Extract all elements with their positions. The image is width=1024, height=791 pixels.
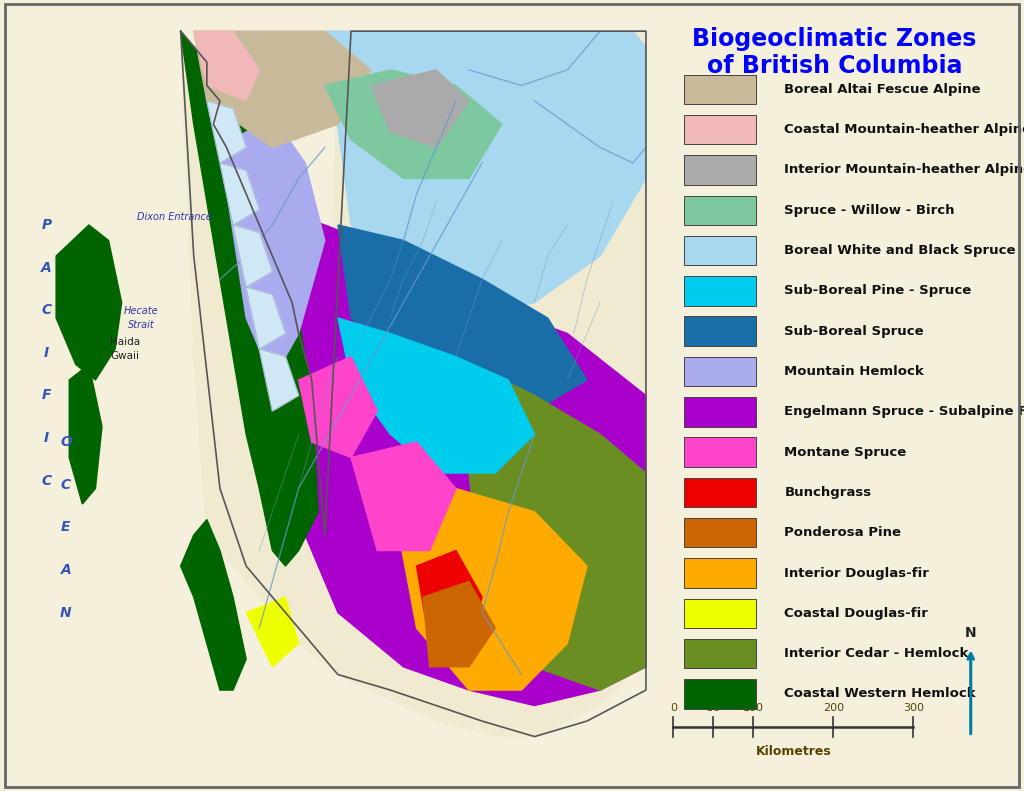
Text: of British Columbia: of British Columbia xyxy=(707,55,963,78)
Polygon shape xyxy=(417,551,482,644)
Polygon shape xyxy=(180,31,318,566)
Text: Interior Cedar - Hemlock: Interior Cedar - Hemlock xyxy=(784,647,969,660)
Polygon shape xyxy=(351,442,456,551)
Polygon shape xyxy=(220,116,325,380)
Polygon shape xyxy=(456,357,646,690)
Polygon shape xyxy=(246,287,286,349)
Text: Interior Douglas-fir: Interior Douglas-fir xyxy=(784,566,929,580)
Text: I: I xyxy=(44,346,49,360)
Polygon shape xyxy=(423,581,496,667)
Polygon shape xyxy=(325,70,502,179)
Bar xyxy=(684,599,756,628)
Text: Engelmann Spruce - Subalpine Fir: Engelmann Spruce - Subalpine Fir xyxy=(784,405,1024,418)
Text: Ponderosa Pine: Ponderosa Pine xyxy=(784,526,901,539)
Text: Mountain Hemlock: Mountain Hemlock xyxy=(784,365,924,378)
Text: Biogeoclimatic Zones: Biogeoclimatic Zones xyxy=(692,27,977,51)
Bar xyxy=(684,518,756,547)
Text: N: N xyxy=(965,626,977,640)
Polygon shape xyxy=(180,31,646,736)
Polygon shape xyxy=(338,225,587,411)
Text: Boreal Altai Fescue Alpine: Boreal Altai Fescue Alpine xyxy=(784,83,981,96)
Polygon shape xyxy=(207,101,246,163)
Bar xyxy=(684,397,756,426)
Polygon shape xyxy=(325,31,646,318)
Text: I: I xyxy=(44,431,49,445)
Text: Coastal Western Hemlock: Coastal Western Hemlock xyxy=(784,687,976,701)
Polygon shape xyxy=(259,202,646,706)
Text: Coastal Douglas-fir: Coastal Douglas-fir xyxy=(784,607,929,620)
Polygon shape xyxy=(246,597,299,667)
Text: Montane Spruce: Montane Spruce xyxy=(784,445,906,459)
Text: Dixon Entrance: Dixon Entrance xyxy=(136,212,212,222)
Bar xyxy=(684,478,756,507)
Bar xyxy=(684,639,756,668)
Bar xyxy=(684,316,756,346)
Text: F: F xyxy=(42,388,51,403)
Text: C: C xyxy=(41,474,51,488)
Text: Sub-Boreal Pine - Spruce: Sub-Boreal Pine - Spruce xyxy=(784,284,972,297)
Text: Boreal White and Black Spruce: Boreal White and Black Spruce xyxy=(784,244,1016,257)
Text: 0: 0 xyxy=(670,702,677,713)
Polygon shape xyxy=(56,225,122,380)
Bar xyxy=(684,558,756,588)
Text: A: A xyxy=(60,563,72,577)
Text: Hecate
Strait: Hecate Strait xyxy=(124,306,159,330)
Text: P: P xyxy=(41,218,51,232)
Text: 100: 100 xyxy=(742,702,764,713)
Polygon shape xyxy=(220,163,259,225)
Text: 50: 50 xyxy=(707,702,720,713)
Bar xyxy=(684,679,756,709)
Polygon shape xyxy=(338,318,535,473)
Text: A: A xyxy=(41,260,51,274)
Polygon shape xyxy=(259,349,299,411)
Text: C: C xyxy=(60,478,71,492)
Bar xyxy=(684,155,756,184)
Bar xyxy=(684,357,756,386)
Text: E: E xyxy=(61,520,71,534)
Text: N: N xyxy=(60,606,72,619)
Polygon shape xyxy=(233,225,272,287)
Polygon shape xyxy=(299,357,377,457)
Text: Coastal Mountain-heather Alpine: Coastal Mountain-heather Alpine xyxy=(784,123,1024,136)
Text: 300: 300 xyxy=(903,702,924,713)
Text: Haida
Gwaii: Haida Gwaii xyxy=(110,338,140,361)
Text: O: O xyxy=(60,435,72,449)
Text: Kilometres: Kilometres xyxy=(756,745,831,758)
Polygon shape xyxy=(390,489,587,690)
Polygon shape xyxy=(194,31,371,147)
Text: C: C xyxy=(41,303,51,317)
Text: Bunchgrass: Bunchgrass xyxy=(784,486,871,499)
Bar xyxy=(684,195,756,225)
Polygon shape xyxy=(180,520,246,690)
Bar xyxy=(684,74,756,104)
Text: Spruce - Willow - Birch: Spruce - Willow - Birch xyxy=(784,204,955,217)
Polygon shape xyxy=(371,70,469,147)
Bar xyxy=(684,115,756,144)
Bar xyxy=(684,437,756,467)
Bar xyxy=(684,276,756,305)
Bar xyxy=(684,236,756,265)
Polygon shape xyxy=(194,31,259,101)
Text: Interior Mountain-heather Alpine: Interior Mountain-heather Alpine xyxy=(784,164,1024,176)
Polygon shape xyxy=(70,365,102,504)
Text: 200: 200 xyxy=(823,702,844,713)
Text: Sub-Boreal Spruce: Sub-Boreal Spruce xyxy=(784,324,924,338)
